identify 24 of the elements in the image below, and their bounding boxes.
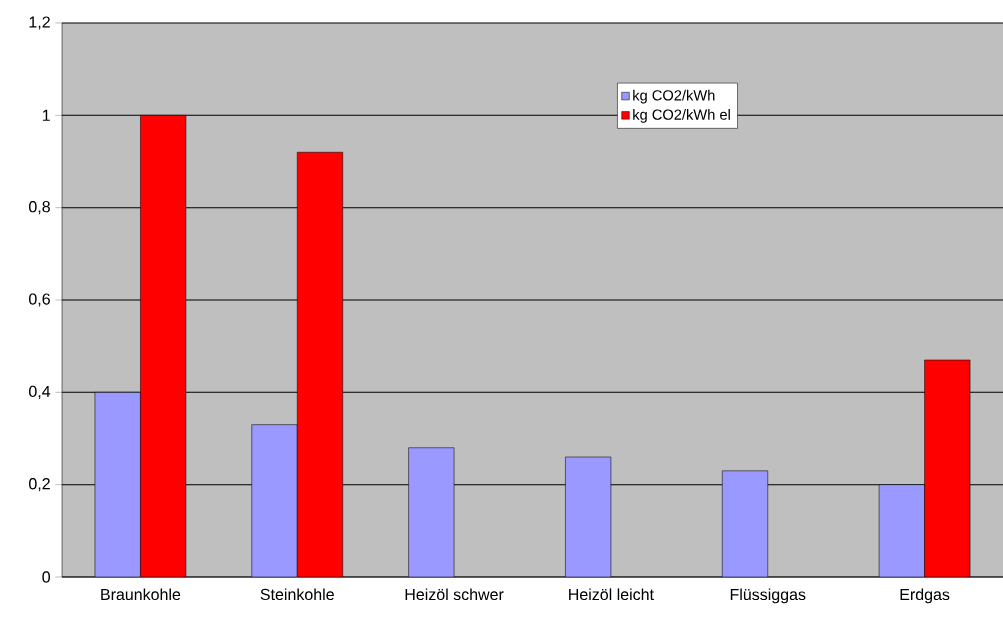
- bar: [251, 424, 298, 577]
- y-tick-label: 1,2: [29, 16, 50, 30]
- x-tick-label: Flüssiggas: [730, 588, 806, 604]
- y-tick-label: 0,6: [29, 293, 50, 307]
- y-tick-label: 0,2: [29, 478, 50, 492]
- bar: [94, 392, 141, 577]
- y-tick-label: 0,4: [29, 385, 51, 399]
- x-tick-label: Heizöl leicht: [569, 588, 654, 601]
- y-tick-label: 1: [42, 109, 50, 121]
- legend-label: kg CO2/kWh el: [633, 109, 730, 123]
- bar: [565, 456, 611, 577]
- bar: [722, 470, 768, 577]
- y-tick-label: 0,8: [29, 201, 50, 215]
- x-tick-label: Erdgas: [900, 588, 950, 604]
- bar: [408, 447, 455, 577]
- x-tick-label: Heizöl schwer: [405, 588, 504, 601]
- legend-label: kg CO2/kWh: [633, 89, 715, 104]
- bar: [924, 359, 971, 577]
- bar: [878, 484, 925, 577]
- bar: [297, 152, 343, 577]
- y-tick-label: 0: [42, 571, 51, 583]
- x-tick-label: Braunkohle: [101, 588, 181, 601]
- x-tick-label: Steinkohle: [260, 588, 334, 601]
- bar: [140, 115, 186, 577]
